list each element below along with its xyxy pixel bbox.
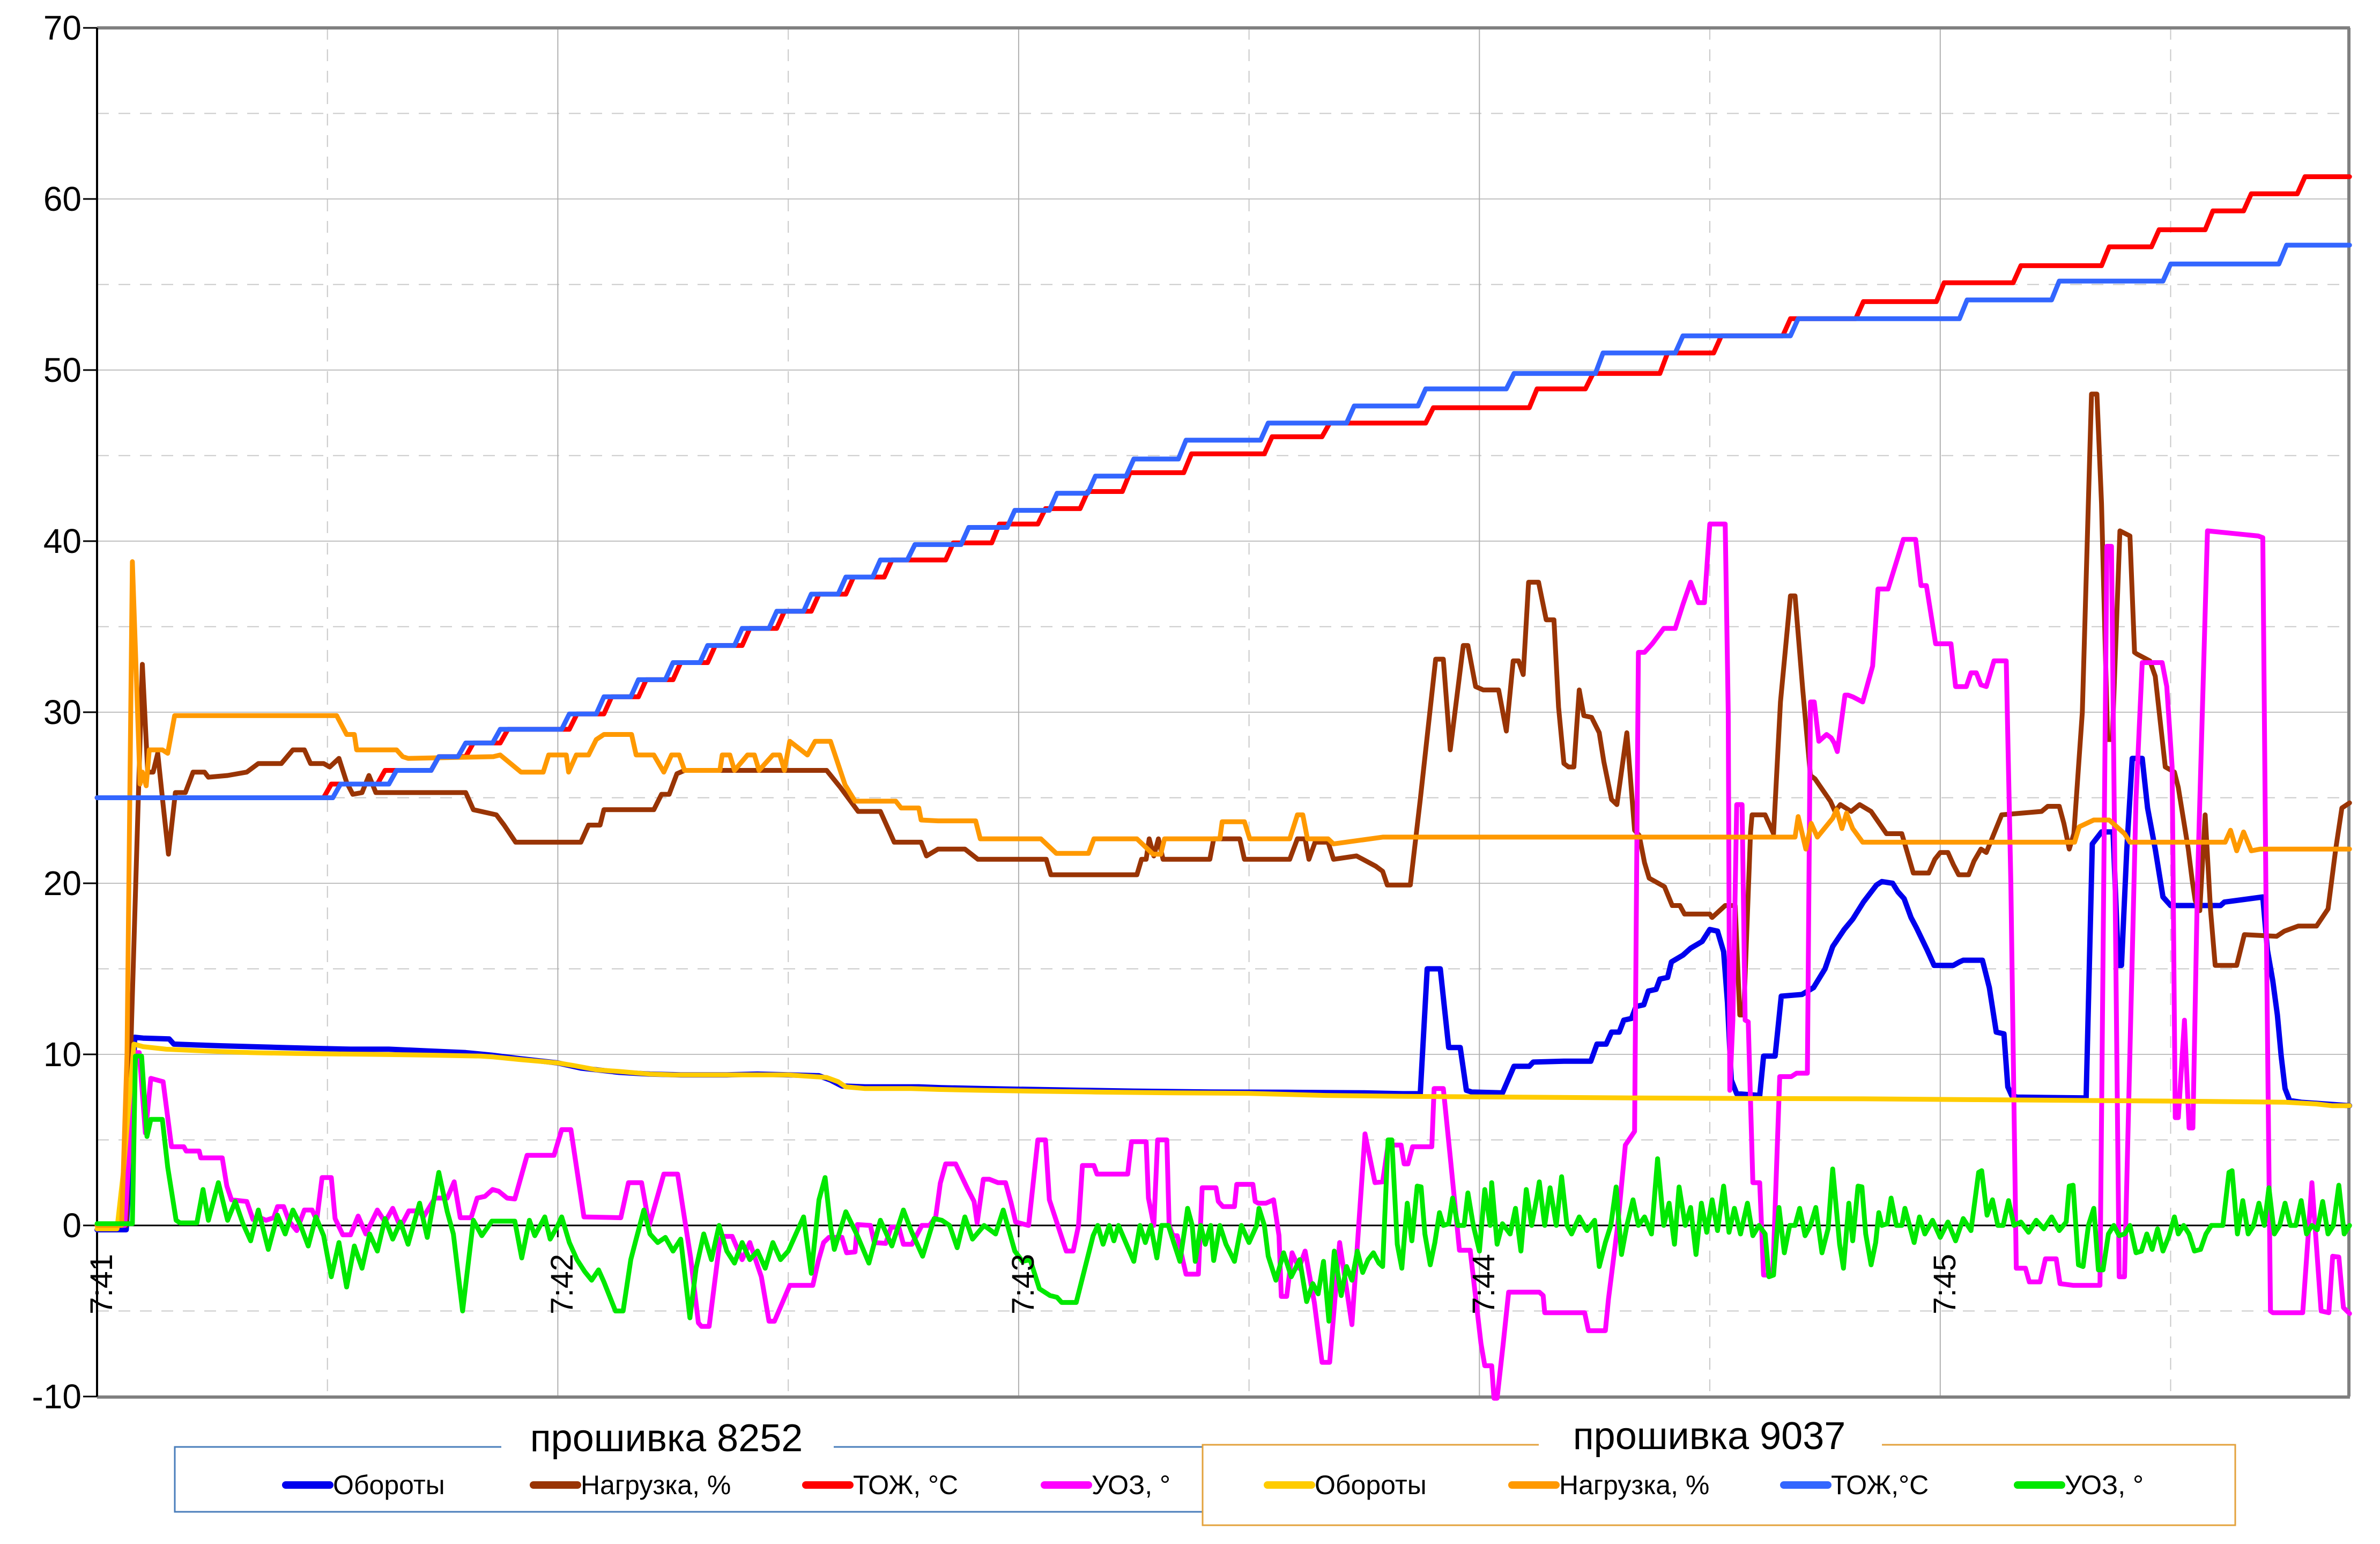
- svg-text:0: 0: [62, 1206, 81, 1245]
- svg-text:прошивка 9037: прошивка 9037: [1573, 1415, 1846, 1458]
- svg-text:Нагрузка, %: Нагрузка, %: [1559, 1470, 1709, 1500]
- svg-text:прошивка 8252: прошивка 8252: [530, 1417, 803, 1460]
- svg-text:40: 40: [43, 522, 81, 560]
- svg-text:50: 50: [43, 351, 81, 389]
- svg-text:20: 20: [43, 864, 81, 903]
- svg-text:10: 10: [43, 1035, 81, 1074]
- svg-text:7:43: 7:43: [1006, 1254, 1041, 1314]
- svg-text:УОЗ, °: УОЗ, °: [1092, 1470, 1170, 1500]
- svg-text:7:42: 7:42: [545, 1254, 580, 1314]
- svg-text:ТОЖ,°С: ТОЖ,°С: [1831, 1470, 1929, 1500]
- svg-text:ТОЖ, °С: ТОЖ, °С: [853, 1470, 958, 1500]
- svg-text:7:44: 7:44: [1466, 1254, 1501, 1314]
- svg-text:7:41: 7:41: [84, 1254, 119, 1314]
- svg-text:70: 70: [43, 9, 81, 47]
- svg-text:Нагрузка, %: Нагрузка, %: [581, 1470, 731, 1500]
- svg-text:УОЗ, °: УОЗ, °: [2065, 1470, 2144, 1500]
- svg-text:Обороты: Обороты: [333, 1470, 445, 1500]
- svg-text:Обороты: Обороты: [1315, 1470, 1427, 1500]
- svg-text:30: 30: [43, 693, 81, 732]
- svg-text:-10: -10: [32, 1377, 82, 1416]
- svg-text:60: 60: [43, 180, 81, 218]
- svg-text:7:45: 7:45: [1927, 1254, 1962, 1314]
